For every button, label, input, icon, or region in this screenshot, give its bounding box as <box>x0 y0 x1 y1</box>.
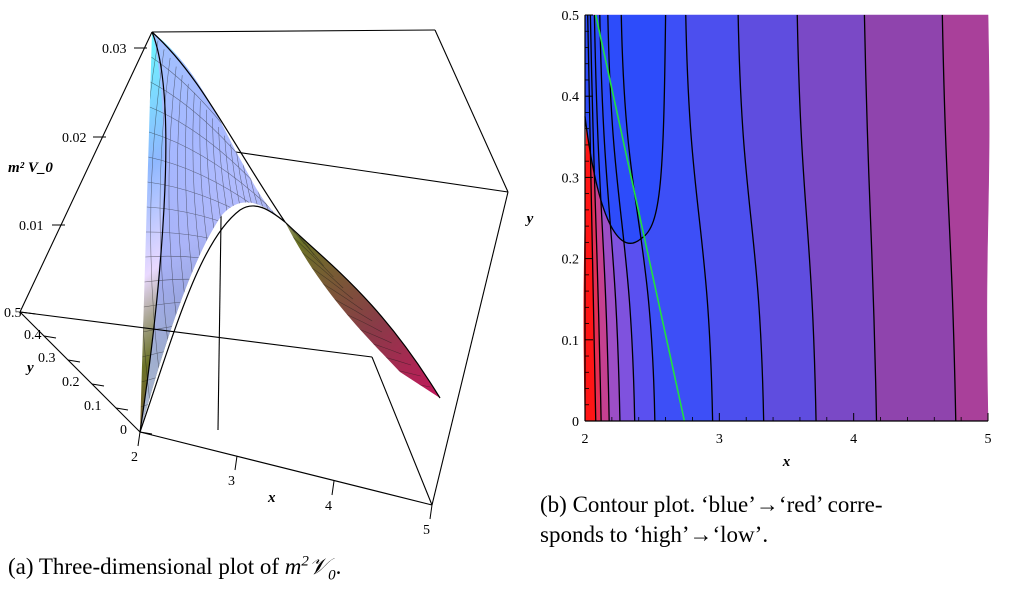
green-line <box>594 14 686 422</box>
y-tick-label: 0 <box>120 423 127 438</box>
y-tick-label: 0 <box>572 415 579 430</box>
caption-b: (b) Contour plot. ‘blue’→‘red’ corre- sp… <box>540 490 883 550</box>
caption-a-math: m2𝒱0 <box>284 553 336 583</box>
caption-b-line2: sponds to ‘high’→‘low’. <box>540 522 769 547</box>
z-tick-label: 0.01 <box>19 219 44 234</box>
contour-line <box>599 14 621 422</box>
contour-area <box>583 14 990 422</box>
z-tick-label: 0.03 <box>102 42 127 57</box>
contour-band <box>620 14 713 422</box>
contour-line <box>863 14 878 422</box>
z-axis <box>52 47 147 226</box>
y-tick-label: 0.1 <box>562 334 580 349</box>
y-tick-label: 0.5 <box>4 306 22 321</box>
y-tick-label: 0.1 <box>84 399 102 414</box>
mesh-line <box>140 375 431 408</box>
y-axis <box>19 311 153 435</box>
surface-mesh <box>140 32 440 432</box>
mesh-line <box>148 131 324 267</box>
x-axis <box>137 431 433 520</box>
contour-band <box>864 14 957 422</box>
contour-min-region <box>585 15 666 244</box>
x-tick-label: 5 <box>985 432 992 447</box>
x-tick-label: 2 <box>582 432 589 447</box>
caption-a-math-exp: 2 <box>301 553 309 570</box>
contour-band <box>737 14 817 422</box>
contour-band <box>942 14 990 422</box>
contour-band <box>685 14 764 422</box>
y-tick-label: 0.2 <box>562 253 580 268</box>
caption-a-math-base: m <box>284 554 302 579</box>
mesh-line <box>141 358 421 383</box>
x-tick-label: 3 <box>228 474 235 489</box>
surface-plot-a: 0.03 0.02 0.01 m² V_0 0.5 0.4 0.3 0.2 0.… <box>4 29 509 538</box>
contour-line <box>589 14 602 422</box>
x-axis-label: x <box>782 454 791 470</box>
caption-a-text: (a) Three-dimensional plot of <box>8 554 280 579</box>
y-tick-label: 0.3 <box>562 171 580 186</box>
contour-line <box>607 14 636 422</box>
contour-line <box>685 14 714 422</box>
surface-outline <box>139 31 441 433</box>
contour-axes: 0 0.1 0.2 0.3 0.4 0.5 2 3 4 5 x y <box>525 9 992 470</box>
contour-line-closed <box>584 14 667 244</box>
x-tick-label: 4 <box>850 432 857 447</box>
y-tick-label: 0.4 <box>24 328 42 343</box>
contour-band <box>594 14 621 422</box>
y-axis-label: y <box>525 211 534 227</box>
box-front-edges <box>19 31 433 506</box>
mesh-line <box>148 156 334 278</box>
contour-line <box>593 14 610 422</box>
x-axis-label: x <box>267 490 276 506</box>
caption-a-math-sub: 0 <box>328 567 336 584</box>
x-tick-label: 2 <box>131 450 138 465</box>
x-tick-label: 3 <box>716 432 723 447</box>
contour-band <box>590 14 610 422</box>
contour-line <box>620 14 656 422</box>
mesh-line <box>266 196 400 403</box>
contour-line <box>796 14 817 422</box>
y-tick-label: 0.5 <box>562 9 580 24</box>
y-tick-label: 0.3 <box>38 351 56 366</box>
contour-band <box>796 14 877 422</box>
z-axis-label: m² V_0 <box>8 160 53 176</box>
mesh-line <box>260 187 386 405</box>
contour-band <box>587 14 602 422</box>
contour-line <box>587 14 597 422</box>
contour-line <box>941 14 957 422</box>
y-axis-label: y <box>25 360 34 376</box>
caption-a-math-sym: 𝒱 <box>308 554 329 579</box>
caption-b-line1: (b) Contour plot. ‘blue’→‘red’ corre- <box>540 492 883 517</box>
contour-line <box>737 14 765 422</box>
y-tick-label: 0.2 <box>62 375 80 390</box>
z-tick-label: 0.02 <box>62 131 87 146</box>
contour-band <box>599 14 636 422</box>
x-tick-label: 5 <box>423 523 430 538</box>
x-tick-label: 4 <box>325 499 332 514</box>
y-tick-label: 0.4 <box>562 90 580 105</box>
contour-band <box>607 14 656 422</box>
caption-a-suffix: . <box>335 554 342 579</box>
caption-a: (a) Three-dimensional plot of m2𝒱0. <box>8 552 342 583</box>
contour-band <box>583 14 597 422</box>
